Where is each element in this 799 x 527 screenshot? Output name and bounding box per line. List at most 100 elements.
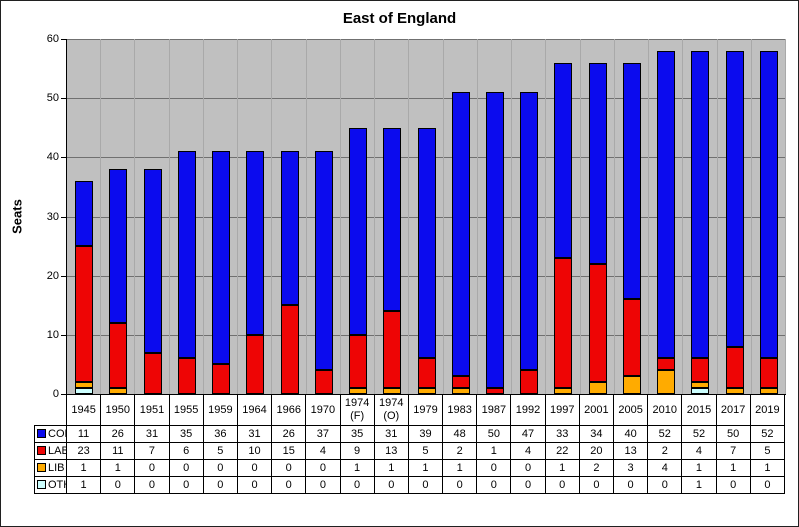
category-separator (134, 39, 135, 394)
value-cell: 31 (373, 425, 409, 443)
y-tick-label: 60 (46, 33, 59, 45)
y-gridline (67, 39, 786, 40)
value-cell: 1 (339, 459, 375, 477)
bar-segment-con (691, 51, 709, 358)
bar-segment-lib (109, 388, 127, 394)
y-tick-mark (61, 157, 66, 158)
year-cell: 1959 (202, 394, 238, 426)
year-cell: 2019 (749, 394, 786, 426)
bar-segment-lib (657, 370, 675, 394)
year-cell: 1974 (F) (339, 394, 375, 426)
bar-segment-lib (589, 382, 607, 394)
bar-segment-lib (75, 382, 93, 388)
category-separator (374, 39, 375, 394)
bar-segment-con (726, 51, 744, 347)
category-separator (169, 39, 170, 394)
bar-segment-con (281, 151, 299, 305)
year-cell: 1992 (510, 394, 546, 426)
value-cell: 0 (305, 476, 341, 494)
bar-segment-lab (315, 370, 333, 394)
bar-1974-f- (349, 128, 367, 394)
value-cell: 1 (715, 459, 751, 477)
value-cell: 47 (510, 425, 546, 443)
value-cell: 0 (578, 476, 615, 494)
category-separator (545, 39, 546, 394)
bar-segment-lab (691, 358, 709, 382)
y-tick-label: 40 (46, 151, 59, 163)
category-separator (443, 39, 444, 394)
year-cell: 1966 (271, 394, 307, 426)
bar-2019 (760, 51, 778, 394)
legend-label: CON (48, 427, 66, 440)
value-cell: 0 (612, 476, 649, 494)
value-cell: 0 (236, 459, 273, 477)
category-separator (648, 39, 649, 394)
bar-segment-oth (691, 388, 709, 394)
legend-cell-oth: OTH (34, 476, 67, 494)
y-gridline (67, 98, 786, 99)
table-row-lab: LAB23117651015491352142220132475 (34, 442, 786, 460)
table-row-lib: LIB 1 1 0 0 0 0 0 0 1 1 1 1 0 0 1 2 3 4 1 1 1 (34, 459, 786, 477)
value-cell: 0 (168, 459, 204, 477)
year-cell: 1983 (442, 394, 478, 426)
value-cell: 52 (749, 425, 786, 443)
bar-segment-lab (589, 264, 607, 382)
legend-swatch-lab (37, 445, 46, 455)
value-cell: 26 (271, 425, 307, 443)
value-cell: 1 (407, 459, 444, 477)
legend-label: LIB (48, 461, 65, 474)
year-cell: 1945 (65, 394, 102, 426)
value-cell: 0 (510, 476, 546, 494)
bar-1959 (212, 151, 230, 394)
value-cell: 5 (407, 442, 444, 460)
bar-1974-o- (383, 128, 401, 394)
category-separator (614, 39, 615, 394)
category-separator (271, 39, 272, 394)
value-cell: 50 (476, 425, 512, 443)
value-cell: 22 (544, 442, 580, 460)
table-row-oth: OTH100000000000000000100 (34, 476, 786, 494)
bar-segment-lab (109, 323, 127, 388)
year-cell: 1997 (544, 394, 580, 426)
value-cell: 2 (647, 442, 683, 460)
bar-segment-con (144, 169, 162, 353)
bar-segment-lab (520, 370, 538, 394)
value-cell: 0 (168, 476, 204, 494)
value-cell: 0 (202, 459, 238, 477)
bar-1979 (418, 128, 436, 394)
y-tick-label: 0 (52, 388, 59, 400)
bar-segment-con (520, 92, 538, 370)
year-cell: 1964 (236, 394, 273, 426)
plot-area (66, 39, 786, 395)
value-cell: 23 (65, 442, 102, 460)
value-cell: 31 (134, 425, 170, 443)
bar-segment-con (657, 51, 675, 358)
y-tick-label: 20 (46, 270, 59, 282)
value-cell: 39 (407, 425, 444, 443)
bar-segment-lab (212, 364, 230, 394)
y-tick-mark (61, 217, 66, 218)
bar-segment-lab (726, 347, 744, 388)
bar-segment-lib (418, 388, 436, 394)
bar-segment-lab (418, 358, 436, 388)
bar-segment-lib (691, 382, 709, 388)
value-cell: 2 (578, 459, 615, 477)
y-tick-mark (61, 276, 66, 277)
value-cell: 0 (442, 476, 478, 494)
value-cell: 7 (715, 442, 751, 460)
value-cell: 5 (749, 442, 786, 460)
bar-1955 (178, 151, 196, 394)
value-cell: 36 (202, 425, 238, 443)
value-cell: 1 (65, 476, 102, 494)
bar-1997 (554, 63, 572, 394)
bar-segment-con (589, 63, 607, 264)
bar-2015 (691, 51, 709, 394)
bar-segment-con (246, 151, 264, 335)
year-cell: 2010 (647, 394, 683, 426)
value-cell: 0 (134, 476, 170, 494)
bar-segment-con (315, 151, 333, 370)
value-cell: 40 (612, 425, 649, 443)
value-cell: 9 (339, 442, 375, 460)
year-cell: 1974 (O) (373, 394, 409, 426)
value-cell: 0 (339, 476, 375, 494)
